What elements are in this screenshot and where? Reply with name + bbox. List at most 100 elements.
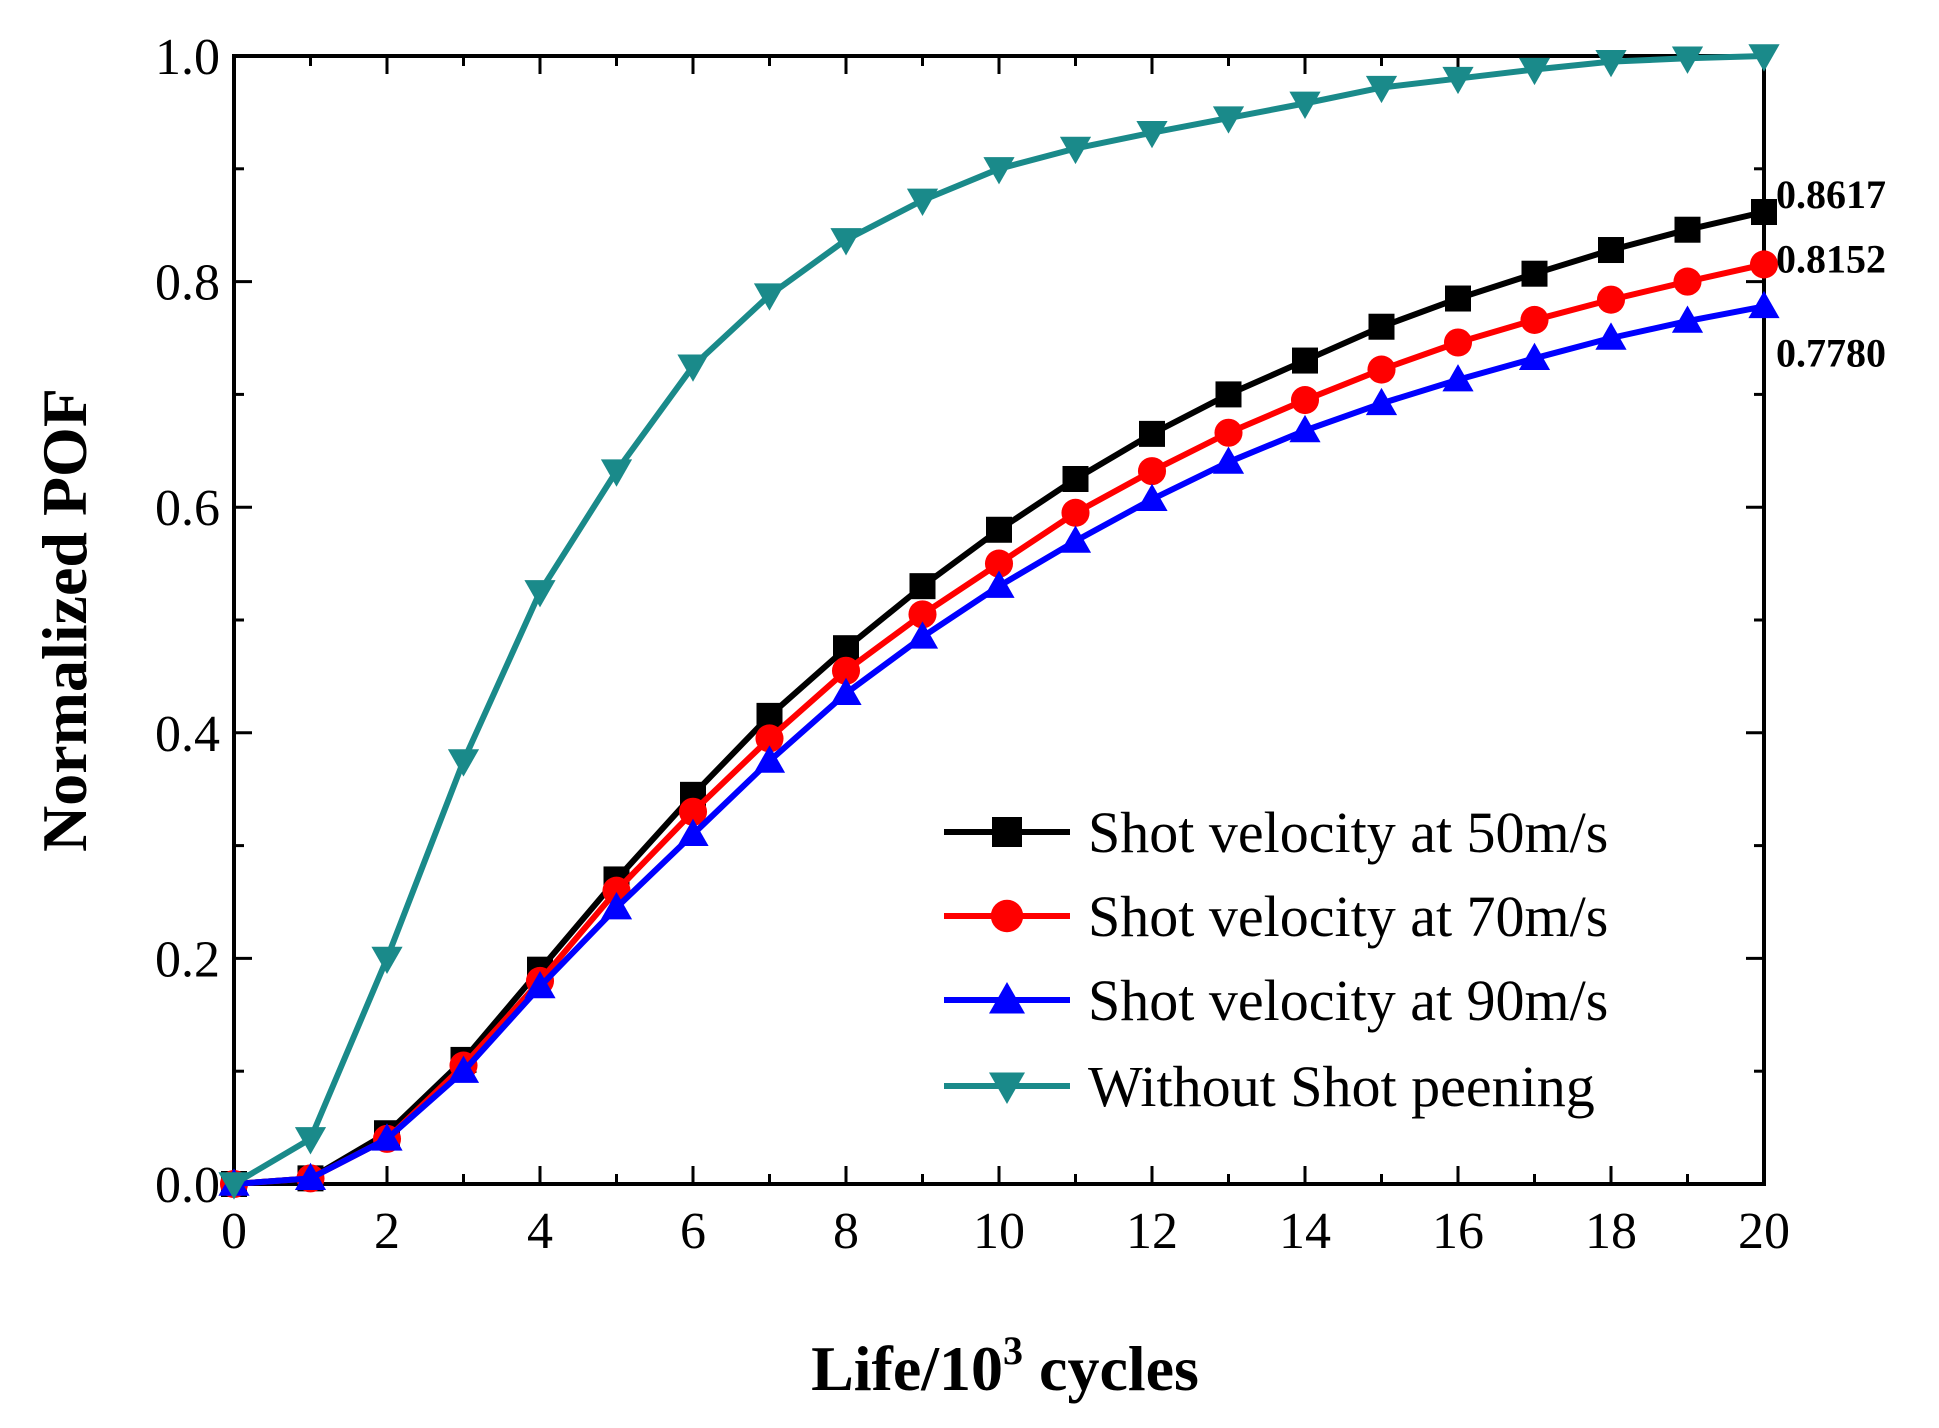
data-point <box>1136 483 1168 512</box>
end-value-label: 0.7780 <box>1776 330 1886 375</box>
data-point <box>753 745 786 773</box>
data-point <box>983 157 1015 185</box>
data-point <box>984 549 1014 578</box>
data-point <box>1445 285 1471 312</box>
series-3 <box>218 290 1780 1196</box>
data-point <box>1289 91 1321 119</box>
x-tick-label: 6 <box>680 1203 706 1260</box>
y-tick-label: 0.4 <box>155 706 220 763</box>
x-tick-labels: 0 2 4 6 8 10 12 14 16 18 20 <box>221 1203 1790 1260</box>
data-point <box>447 1055 480 1083</box>
legend-item: Shot velocity at 90m/s <box>944 968 1608 1033</box>
data-point <box>294 1127 327 1155</box>
y-tick-labels: 0.0 0.2 0.4 0.6 0.8 1.0 <box>155 29 220 1214</box>
data-point <box>1674 216 1701 243</box>
data-point <box>1059 136 1092 165</box>
y-tick-label: 0.2 <box>155 931 220 988</box>
legend-marker <box>990 899 1024 933</box>
data-point <box>1365 387 1398 416</box>
data-point <box>677 354 709 382</box>
x-tick-label: 0 <box>221 1203 247 1260</box>
data-point <box>1521 260 1548 287</box>
data-point <box>1748 290 1780 319</box>
data-point <box>677 818 709 847</box>
x-tick-label: 12 <box>1126 1203 1178 1260</box>
x-tick-label: 16 <box>1432 1203 1484 1260</box>
data-point <box>1059 525 1092 553</box>
legend-label: Without Shot peening <box>1088 1054 1595 1119</box>
data-point <box>1595 322 1627 350</box>
data-point <box>1595 49 1627 78</box>
data-point <box>678 797 708 826</box>
data-point <box>830 677 862 706</box>
x-tick-label: 14 <box>1279 1203 1331 1260</box>
data-point <box>986 516 1012 543</box>
data-point <box>218 1172 250 1200</box>
end-labels: 0.8617 0.8152 0.7780 <box>1776 172 1886 375</box>
data-point <box>600 892 633 920</box>
legend-item: Without Shot peening <box>944 1054 1595 1119</box>
data-point <box>524 971 556 999</box>
data-point <box>755 724 784 753</box>
data-point <box>1598 237 1624 264</box>
data-point <box>371 946 403 974</box>
legend-label: Shot velocity at 70m/s <box>1088 884 1608 949</box>
data-point <box>1215 381 1242 408</box>
data-point <box>1748 44 1780 72</box>
legend-marker <box>989 982 1025 1014</box>
legend: Shot velocity at 50m/s Shot velocity at 7… <box>944 800 1608 1119</box>
data-point <box>1367 355 1396 384</box>
data-point <box>1212 106 1245 134</box>
data-point <box>1518 342 1551 371</box>
series-4 <box>218 44 1780 1200</box>
x-tick-label: 8 <box>833 1203 859 1260</box>
data-point <box>447 749 480 777</box>
y-axis-title: Normalized POF <box>29 388 100 852</box>
data-point <box>1520 305 1549 334</box>
data-point <box>753 283 786 311</box>
x-tick-label: 18 <box>1585 1203 1637 1260</box>
data-point <box>1671 46 1704 74</box>
data-point <box>906 188 939 216</box>
data-point <box>1442 66 1474 95</box>
data-point <box>1596 285 1626 314</box>
y-tick-label: 0.0 <box>155 1157 220 1214</box>
x-tick-label: 4 <box>527 1203 553 1260</box>
data-point <box>830 228 862 256</box>
data-point <box>1214 418 1243 447</box>
data-point <box>1062 466 1089 492</box>
data-point <box>294 1162 327 1191</box>
data-point <box>908 600 937 629</box>
legend-item: Shot velocity at 50m/s <box>944 800 1608 865</box>
legend-label: Shot velocity at 90m/s <box>1088 968 1608 1033</box>
series-line <box>233 261 1765 1187</box>
data-point <box>831 656 861 685</box>
data-point <box>1289 414 1321 443</box>
legend-marker <box>992 817 1022 847</box>
data-point <box>909 573 936 600</box>
x-tick-label: 2 <box>374 1203 400 1260</box>
end-value-label: 0.8617 <box>1776 172 1886 217</box>
x-axis-title: Life/103 cycles <box>811 1328 1199 1404</box>
data-point <box>1673 267 1702 296</box>
data-point <box>1137 457 1167 486</box>
series-1 <box>221 199 1777 1197</box>
x-tick-label: 10 <box>973 1203 1025 1260</box>
data-point <box>1292 347 1318 374</box>
x-tick-label: 20 <box>1738 1203 1790 1260</box>
data-point <box>906 621 939 649</box>
data-point <box>1751 199 1777 226</box>
data-point <box>1518 57 1551 86</box>
legend-label: Shot velocity at 50m/s <box>1088 800 1608 865</box>
data-point <box>1749 250 1779 279</box>
y-tick-label: 1.0 <box>155 29 220 86</box>
data-point <box>1365 75 1398 104</box>
series-layer <box>218 44 1780 1200</box>
y-tick-label: 0.8 <box>155 255 220 312</box>
y-tick-label: 0.6 <box>155 480 220 537</box>
data-point <box>1443 328 1473 357</box>
data-point <box>1139 420 1165 447</box>
data-point <box>1442 364 1474 392</box>
data-point <box>524 580 556 608</box>
